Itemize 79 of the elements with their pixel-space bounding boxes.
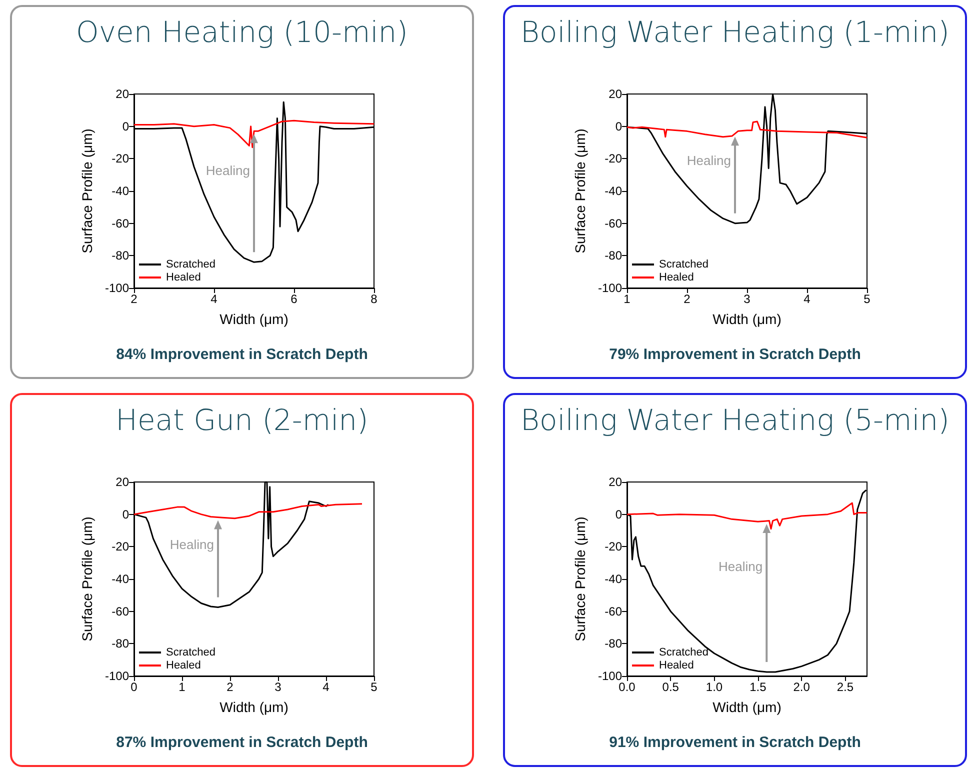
x-tick-label: 1.5 [750,680,767,694]
y-tick-label: -40 [112,184,130,198]
x-tick-label: 1 [624,292,631,306]
x-tick-label: 5 [864,292,871,306]
annotation: Healing [170,536,214,552]
x-tick-label: 4 [322,680,330,694]
y-tick-label: -60 [112,604,130,618]
y-tick-label: -60 [604,604,622,618]
line-series [133,503,363,520]
annotation: Healing [686,153,731,168]
y-tick-label: -80 [604,248,622,263]
annotation: Healing [718,558,763,574]
chart-title: Boiling Water Heating (1-min) [520,15,950,49]
legend-label: Scratched [659,258,709,270]
x-tick-label: 2.5 [836,680,854,694]
y-tick-label: -100 [598,669,622,683]
y-tick-label: -40 [112,572,130,586]
x-tick-label: 0.5 [662,680,680,694]
text: 91% Improvement in Scratch Depth [608,734,862,751]
legend-label: Healed [659,272,694,284]
x-tick-label: 3 [744,292,751,306]
y-tick-label: 20 [608,475,622,489]
y-axis-title: Surface Profile (μm) [572,128,588,254]
annotation: Healing [206,162,250,178]
y-tick-label: -80 [112,636,130,651]
x-tick-label: 2 [684,292,691,306]
text: 84% Improvement in Scratch Depth [115,346,369,363]
legend-label: Scratched [166,258,216,270]
y-tick-label: 20 [608,87,622,101]
legend-label: Healed [166,660,201,672]
y-tick-label: 0 [122,119,130,134]
x-tick-label: 0 [130,680,138,694]
text: 87% Improvement in Scratch Depth [115,734,369,751]
x-tick-label: 2 [130,292,138,306]
y-tick-label: 0 [615,119,622,134]
chart-title: Oven Heating (10-min) [75,15,409,49]
y-tick-label: -20 [604,540,622,554]
x-axis-title: Width (μm) [220,699,288,715]
y-tick-label: -40 [604,572,622,586]
x-axis-title: Width (μm) [712,699,782,715]
x-tick-label: 3 [274,680,282,694]
y-tick-label: -40 [604,184,622,198]
x-tick-label: 2.0 [793,680,810,694]
chart-title: Heat Gun (2-min) [114,403,370,437]
y-tick-label: 20 [116,87,130,101]
x-tick-label: 8 [370,292,378,306]
y-tick-label: -80 [112,248,130,263]
y-tick-label: 0 [122,507,130,522]
legend-label: Healed [166,272,201,284]
x-tick-label: 1.0 [706,680,723,694]
text: 79% Improvement in Scratch Depth [608,346,862,363]
x-tick-label: 1 [178,680,186,694]
y-tick-label: 0 [615,507,622,522]
y-tick-label: -20 [604,152,622,166]
y-tick-label: -100 [598,281,622,295]
y-axis-title: Surface Profile (μm) [79,516,95,642]
x-tick-label: 6 [290,292,298,306]
x-tick-label: 4 [210,292,218,306]
y-tick-label: 20 [116,475,130,489]
x-tick-label: 0.0 [618,680,636,694]
x-tick-label: 5 [370,680,378,694]
legend-label: Scratched [166,646,216,658]
x-tick-label: 4 [804,292,811,306]
y-tick-label: -100 [104,669,130,683]
y-tick-label: -80 [604,636,622,651]
y-axis-title: Surface Profile (μm) [79,128,95,254]
legend-label: Scratched [659,646,709,658]
x-axis-title: Width (μm) [712,311,782,327]
x-axis-title: Width (μm) [220,311,288,327]
x-tick-label: 2 [226,680,234,694]
y-tick-label: -100 [104,281,130,295]
y-tick-label: -60 [604,216,622,230]
line-series [133,120,375,148]
y-tick-label: -20 [112,152,130,166]
y-axis-title: Surface Profile (μm) [572,516,588,642]
legend-label: Healed [659,660,694,672]
chart-title: Boiling Water Heating (5-min) [520,403,950,437]
y-tick-label: -60 [112,216,130,230]
y-tick-label: -20 [112,540,130,554]
